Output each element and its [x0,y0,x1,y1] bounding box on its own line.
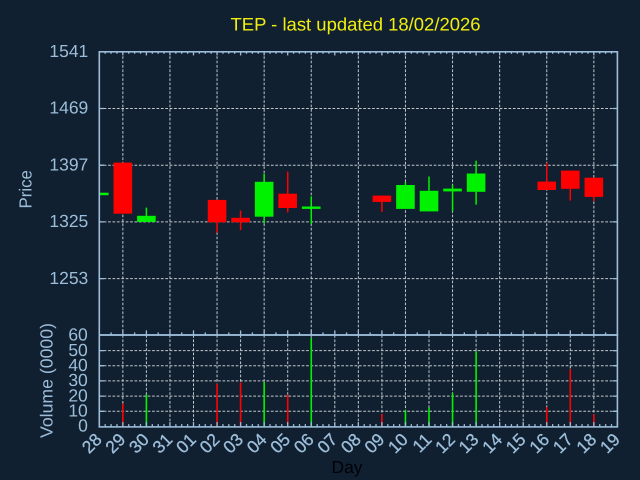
svg-text:Price: Price [16,170,36,209]
svg-text:50: 50 [68,340,88,360]
svg-text:1469: 1469 [49,98,88,118]
svg-text:10: 10 [68,401,88,421]
svg-text:1397: 1397 [49,154,88,174]
svg-text:Day: Day [331,457,362,477]
svg-text:20: 20 [68,385,88,405]
svg-text:60: 60 [68,325,88,345]
svg-text:1541: 1541 [49,41,88,61]
svg-text:1253: 1253 [49,268,88,288]
svg-text:0: 0 [78,416,88,436]
svg-text:1325: 1325 [49,211,88,231]
svg-text:30: 30 [68,370,88,390]
svg-text:TEP - last updated 18/02/2026: TEP - last updated 18/02/2026 [231,14,481,34]
svg-text:Volume (0000): Volume (0000) [37,323,57,438]
svg-text:40: 40 [68,355,88,375]
